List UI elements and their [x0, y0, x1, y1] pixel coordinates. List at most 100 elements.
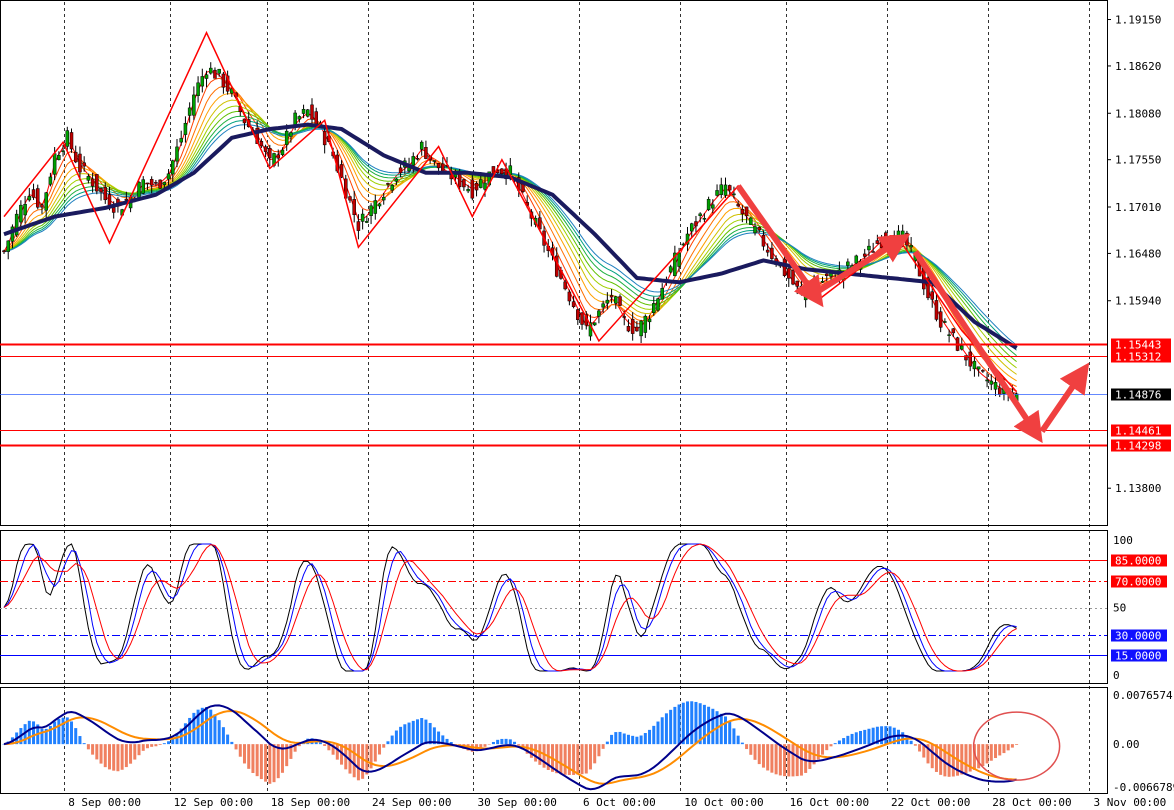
macd-histogram-bar — [673, 706, 677, 745]
macd-histogram-bar — [259, 744, 263, 780]
macd-histogram-bar — [171, 737, 175, 745]
price-tick-7: 1.13800 — [1115, 482, 1161, 495]
candle-body — [263, 146, 268, 152]
macd-histogram-bar — [601, 744, 605, 749]
level-label-box-1.14298 — [1111, 439, 1171, 452]
candle-body — [787, 268, 791, 279]
macd-histogram-bar — [213, 714, 217, 745]
candle-body — [208, 67, 213, 74]
x-axis-label-4: 30 Sep 00:00 — [477, 796, 556, 809]
candle-body — [905, 232, 909, 246]
macd-histogram-bar — [394, 730, 398, 745]
candle-body — [854, 255, 859, 264]
candle-body — [753, 226, 757, 234]
candle-body — [158, 179, 162, 189]
candle-body — [997, 387, 1002, 395]
macd-histogram-bar — [690, 701, 694, 745]
osc-tick-2: 0 — [1113, 669, 1120, 682]
candle-body — [259, 141, 264, 147]
x-axis-label-1: 12 Sep 00:00 — [174, 796, 253, 809]
macd-histogram-bar — [441, 735, 445, 745]
macd-histogram-bar — [141, 744, 145, 751]
x-axis-label-10: 3 Nov 00:00 — [1093, 796, 1166, 809]
macd-histogram-bar — [926, 744, 930, 764]
candle-body — [685, 233, 690, 245]
macd-histogram-bar — [732, 728, 736, 745]
candle-body — [947, 334, 951, 336]
macd-histogram-bar — [686, 701, 690, 745]
macd-histogram-bar — [331, 744, 335, 755]
macd-histogram-bar — [415, 719, 419, 745]
candle-body — [597, 310, 601, 317]
macd-histogram-bar — [994, 744, 998, 759]
candle-body — [985, 379, 989, 382]
macd-histogram-bar — [859, 730, 863, 745]
macd-histogram-bar — [846, 735, 850, 745]
macd-histogram-bar — [504, 738, 508, 745]
candle-body — [732, 193, 736, 196]
macd-histogram-bar — [318, 742, 322, 745]
candle-body — [2, 250, 6, 253]
macd-histogram-bar — [491, 741, 495, 745]
candle-body — [166, 173, 171, 180]
macd-histogram-bar — [783, 744, 787, 777]
candle-body — [647, 318, 652, 323]
candle-body — [377, 203, 382, 207]
candle-body — [989, 380, 994, 385]
macd-histogram-bar — [145, 744, 149, 749]
candle-body — [981, 370, 985, 372]
macd-histogram-bar — [513, 741, 517, 745]
candle-body — [538, 217, 542, 230]
macd-histogram-bar — [542, 744, 546, 768]
level-label-box-1.15443 — [1111, 338, 1171, 351]
candle-body — [200, 76, 205, 87]
macd-histogram-bar — [27, 720, 31, 745]
macd-histogram-bar — [335, 744, 339, 760]
macd-histogram-bar — [242, 744, 246, 764]
candle-body — [639, 320, 643, 337]
macd-histogram-bar — [664, 713, 668, 745]
macd-histogram-bar — [192, 712, 196, 745]
oscillator-panel-frame — [0, 530, 1108, 684]
macd-histogram-bar — [905, 736, 909, 745]
candle-body — [145, 182, 150, 185]
macd-histogram-bar — [880, 726, 884, 745]
macd-histogram-bar — [829, 744, 833, 747]
macd-histogram-bar — [226, 734, 230, 745]
macd-histogram-bar — [707, 706, 711, 745]
macd-histogram-bar — [622, 733, 626, 745]
macd-histogram-bar — [610, 734, 614, 745]
candle-body — [31, 189, 36, 198]
macd-histogram-bar — [761, 744, 765, 768]
candle-body — [825, 273, 829, 276]
candle-body — [782, 258, 787, 276]
macd-histogram-bar — [652, 725, 656, 745]
macd-histogram-bar — [133, 744, 137, 760]
macd-histogram-bar — [200, 707, 204, 745]
macd-histogram-bar — [91, 744, 95, 755]
candle-body — [993, 382, 998, 390]
macd-histogram-bar — [162, 743, 166, 745]
macd-histogram-bar — [694, 701, 698, 745]
candle-body — [306, 109, 310, 117]
x-axis-label-7: 16 Oct 00:00 — [790, 796, 869, 809]
macd-histogram-bar — [340, 744, 344, 765]
macd-histogram-bar — [424, 719, 428, 745]
candle-body — [765, 249, 770, 253]
osc-level-label-30.0000: 30.0000 — [1115, 630, 1161, 643]
candle-body — [415, 158, 420, 160]
candle-body — [601, 303, 605, 308]
osc-tick-1: 50 — [1113, 602, 1126, 615]
macd-histogram-bar — [167, 741, 171, 745]
macd-histogram-bar — [854, 732, 858, 745]
candle-body — [500, 168, 504, 175]
macd-histogram-bar — [407, 722, 411, 745]
macd-histogram-bar — [572, 744, 576, 775]
candle-body — [255, 128, 259, 144]
macd-histogram-bar — [251, 744, 255, 774]
macd-histogram-bar — [65, 717, 69, 745]
candle-body — [6, 240, 10, 252]
macd-histogram-bar — [99, 744, 103, 764]
macd-histogram-bar — [934, 744, 938, 772]
